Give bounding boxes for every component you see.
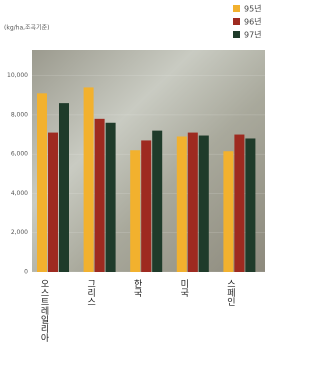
legend-swatch — [233, 18, 240, 25]
y-tick-label: 0 — [24, 269, 28, 276]
legend-label: 97년 — [244, 30, 262, 40]
y-tick-label: 2,000 — [11, 229, 28, 236]
bar — [37, 93, 47, 272]
bar — [199, 136, 209, 272]
legend-label: 96년 — [244, 17, 262, 27]
x-tick-label: 오스트레일리아 — [39, 279, 49, 343]
bar — [84, 87, 94, 272]
legend-swatch — [233, 31, 240, 38]
bar — [223, 151, 233, 272]
y-axis-label: (kg/ha,조곡기준) — [4, 24, 49, 32]
x-tick-label: 미국 — [178, 279, 188, 298]
legend-label: 95년 — [244, 4, 262, 14]
bar — [177, 137, 187, 272]
bar — [234, 135, 244, 272]
x-tick-label: 그리스 — [85, 279, 95, 306]
bar — [245, 138, 255, 272]
bar — [141, 140, 151, 272]
bar — [59, 103, 69, 272]
bar — [95, 119, 105, 272]
legend-swatch — [233, 5, 240, 12]
y-tick-label: 8,000 — [11, 111, 28, 118]
x-tick-label: 스페인 — [225, 279, 235, 306]
bar — [130, 150, 140, 272]
bar — [152, 131, 162, 272]
y-tick-label: 4,000 — [11, 190, 28, 197]
y-tick-label: 6,000 — [11, 151, 28, 158]
bar — [106, 123, 116, 272]
y-tick-label: 10,000 — [7, 72, 28, 79]
x-tick-label: 한국 — [132, 279, 142, 298]
chart: (kg/ha,조곡기준) 0 2,000 4,000 6,000 8,000 10,000… — [0, 0, 267, 370]
bar — [48, 133, 58, 272]
bar — [188, 133, 198, 272]
